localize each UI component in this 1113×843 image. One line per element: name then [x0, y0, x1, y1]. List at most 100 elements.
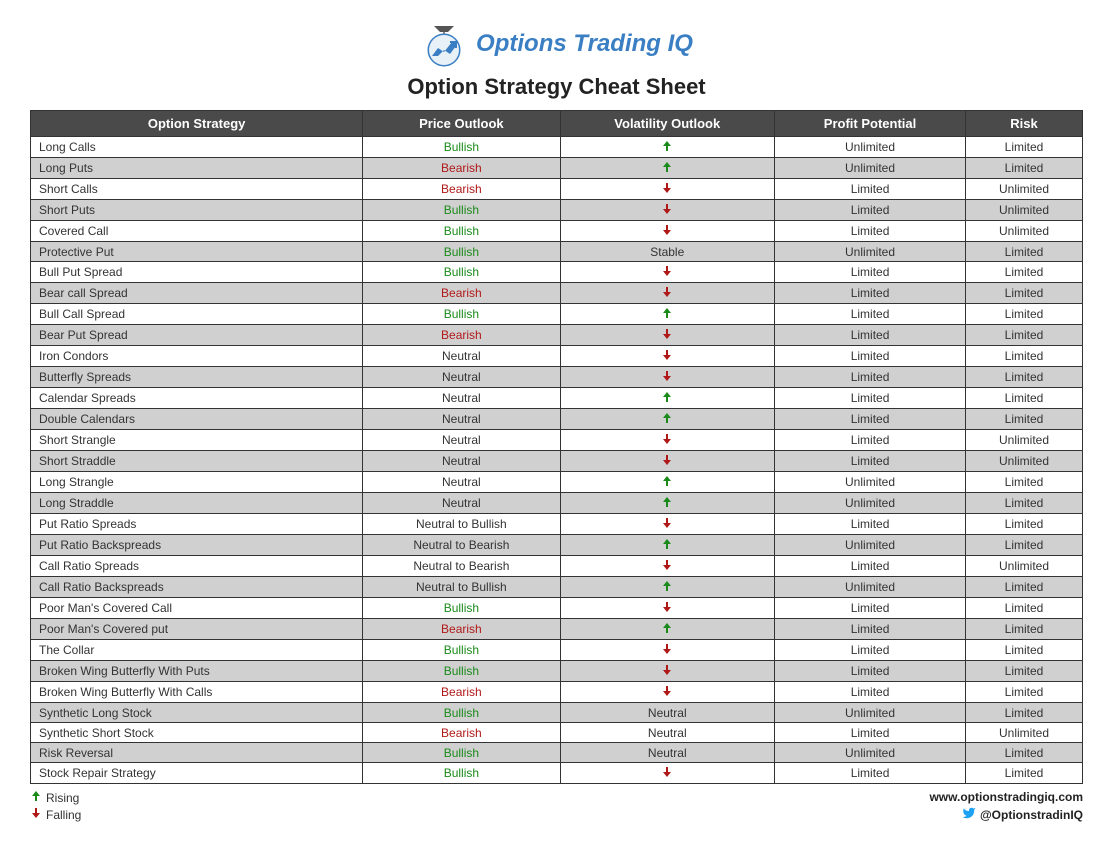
arrow-up-icon [661, 497, 673, 511]
table-row: Long StrangleNeutral UnlimitedLimited [31, 472, 1083, 493]
cell-risk: Limited [966, 242, 1083, 262]
cell-strategy: Short Calls [31, 179, 363, 200]
cell-strategy: Double Calendars [31, 409, 363, 430]
cell-outlook: Bearish [363, 619, 560, 640]
cell-risk: Limited [966, 514, 1083, 535]
cell-risk: Limited [966, 137, 1083, 158]
cell-profit: Unlimited [775, 242, 966, 262]
cell-risk: Limited [966, 283, 1083, 304]
cell-volatility [560, 200, 775, 221]
cell-strategy: The Collar [31, 640, 363, 661]
table-row: Bear call SpreadBearishLimitedLimited [31, 283, 1083, 304]
cell-strategy: Poor Man's Covered put [31, 619, 363, 640]
cell-risk: Unlimited [966, 723, 1083, 743]
cell-profit: Limited [775, 221, 966, 242]
cell-outlook: Neutral [363, 388, 560, 409]
arrow-up-icon [661, 539, 673, 553]
table-row: Short StrangleNeutralLimitedUnlimited [31, 430, 1083, 451]
cell-profit: Unlimited [775, 493, 966, 514]
footer-handle-text: @OptionstradinIQ [980, 808, 1083, 822]
cell-volatility [560, 304, 775, 325]
cell-risk: Limited [966, 743, 1083, 763]
cell-profit: Limited [775, 514, 966, 535]
cell-outlook: Neutral [363, 409, 560, 430]
cell-strategy: Bull Call Spread [31, 304, 363, 325]
cell-outlook: Bearish [363, 325, 560, 346]
column-header: Price Outlook [363, 111, 560, 137]
cell-volatility [560, 493, 775, 514]
cell-strategy: Risk Reversal [31, 743, 363, 763]
cell-profit: Limited [775, 619, 966, 640]
cell-outlook: Bearish [363, 283, 560, 304]
cell-strategy: Bull Put Spread [31, 262, 363, 283]
cell-risk: Limited [966, 577, 1083, 598]
footer-handle: @OptionstradinIQ [929, 806, 1083, 823]
cell-risk: Limited [966, 598, 1083, 619]
arrow-down-icon [661, 665, 673, 679]
cell-outlook: Bullish [363, 137, 560, 158]
cell-profit: Limited [775, 283, 966, 304]
table-row: Long StraddleNeutralUnlimitedLimited [31, 493, 1083, 514]
cell-profit: Unlimited [775, 743, 966, 763]
cell-profit: Limited [775, 763, 966, 784]
cell-outlook: Bullish [363, 661, 560, 682]
cell-profit: Unlimited [775, 472, 966, 493]
cell-strategy: Broken Wing Butterfly With Calls [31, 682, 363, 703]
table-row: Double CalendarsNeutralLimitedLimited [31, 409, 1083, 430]
twitter-icon [962, 806, 976, 823]
arrow-up-icon [661, 413, 673, 427]
cell-strategy: Long Strangle [31, 472, 363, 493]
cell-profit: Limited [775, 556, 966, 577]
table-row: Bull Call SpreadBullishLimitedLimited [31, 304, 1083, 325]
arrow-down-icon [661, 434, 673, 448]
cell-strategy: Put Ratio Backspreads [31, 535, 363, 556]
cell-strategy: Poor Man's Covered Call [31, 598, 363, 619]
cell-risk: Limited [966, 703, 1083, 723]
cell-volatility [560, 661, 775, 682]
cell-risk: Limited [966, 763, 1083, 784]
arrow-down-icon [661, 204, 673, 218]
table-row: Synthetic Long StockBullishNeutralUnlimi… [31, 703, 1083, 723]
cell-strategy: Short Strangle [31, 430, 363, 451]
cell-outlook: Bearish [363, 682, 560, 703]
arrow-up-icon [661, 308, 673, 322]
cell-volatility [560, 179, 775, 200]
legend-rising-label: Rising [46, 791, 79, 805]
table-row: Short PutsBullishLimitedUnlimited [31, 200, 1083, 221]
column-header: Profit Potential [775, 111, 966, 137]
table-row: Risk ReversalBullishNeutralUnlimitedLimi… [31, 743, 1083, 763]
cell-strategy: Call Ratio Spreads [31, 556, 363, 577]
cell-volatility: Stable [560, 242, 775, 262]
cell-volatility: Neutral [560, 743, 775, 763]
cell-profit: Limited [775, 598, 966, 619]
cell-risk: Unlimited [966, 556, 1083, 577]
cell-volatility [560, 367, 775, 388]
cell-risk: Limited [966, 661, 1083, 682]
cell-profit: Limited [775, 723, 966, 743]
cell-outlook: Bullish [363, 598, 560, 619]
cell-volatility [560, 514, 775, 535]
cell-risk: Limited [966, 158, 1083, 179]
logo: Options Trading IQ [30, 20, 1083, 68]
cell-strategy: Broken Wing Butterfly With Puts [31, 661, 363, 682]
cell-volatility [560, 640, 775, 661]
column-header: Risk [966, 111, 1083, 137]
cell-profit: Unlimited [775, 535, 966, 556]
cell-risk: Limited [966, 367, 1083, 388]
arrow-down-icon [661, 767, 673, 781]
cell-strategy: Stock Repair Strategy [31, 763, 363, 784]
cell-risk: Limited [966, 472, 1083, 493]
cell-risk: Limited [966, 262, 1083, 283]
cell-outlook: Neutral [363, 472, 560, 493]
cell-strategy: Call Ratio Backspreads [31, 577, 363, 598]
cell-profit: Limited [775, 640, 966, 661]
cell-risk: Limited [966, 346, 1083, 367]
arrow-down-icon [661, 287, 673, 301]
cell-profit: Limited [775, 200, 966, 221]
cell-outlook: Neutral [363, 451, 560, 472]
cell-volatility [560, 451, 775, 472]
legend: Rising Falling [30, 790, 81, 822]
cell-volatility [560, 556, 775, 577]
cell-risk: Limited [966, 682, 1083, 703]
cell-profit: Limited [775, 682, 966, 703]
